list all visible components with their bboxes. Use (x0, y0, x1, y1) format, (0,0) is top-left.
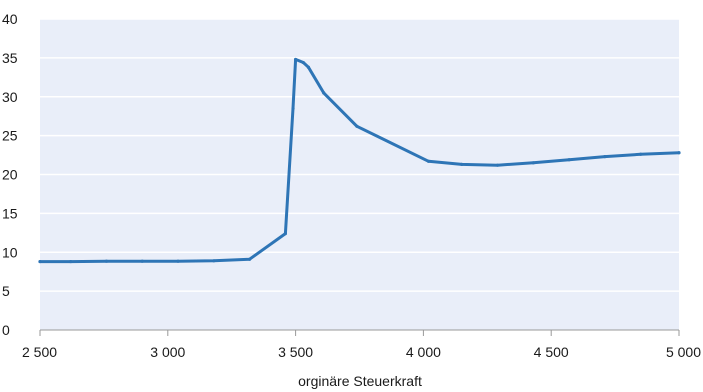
data-point (495, 163, 500, 167)
data-point (140, 259, 144, 263)
y-tick-label: 25 (2, 128, 18, 144)
data-point (306, 65, 310, 69)
data-point (69, 259, 73, 264)
y-tick-label: 0 (2, 322, 10, 338)
y-tick-label: 20 (2, 167, 18, 183)
data-point (677, 151, 681, 155)
data-point (355, 124, 359, 128)
data-point (176, 259, 180, 263)
y-tick-label: 10 (2, 244, 18, 260)
data-point (291, 106, 295, 111)
data-point (322, 91, 326, 95)
data-point (301, 60, 305, 65)
x-tick-label: 4 000 (406, 344, 441, 360)
y-tick-label: 35 (2, 50, 18, 66)
x-tick-label: 5 000 (666, 344, 701, 360)
y-tick-label: 5 (2, 283, 10, 299)
series-line (38, 57, 681, 264)
data-point (460, 162, 464, 166)
y-tick-label: 30 (2, 89, 18, 105)
data-point (567, 158, 571, 162)
data-point (283, 231, 287, 236)
x-tick-label: 4 500 (534, 344, 569, 360)
x-axis-title: orginäre Steuerkraft (298, 373, 422, 389)
data-point (247, 257, 252, 261)
y-tick-label: 15 (2, 205, 18, 221)
data-point (294, 57, 298, 62)
y-tick-label: 40 (2, 11, 18, 27)
x-tick-label: 2 500 (22, 344, 57, 360)
data-point (603, 155, 607, 159)
data-point (38, 259, 42, 264)
data-point (426, 159, 431, 163)
data-point (104, 259, 109, 263)
data-point (212, 259, 216, 263)
x-tick-label: 3 000 (150, 344, 185, 360)
data-point (639, 152, 643, 156)
data-point (531, 161, 535, 165)
x-tick-label: 3 500 (278, 344, 313, 360)
